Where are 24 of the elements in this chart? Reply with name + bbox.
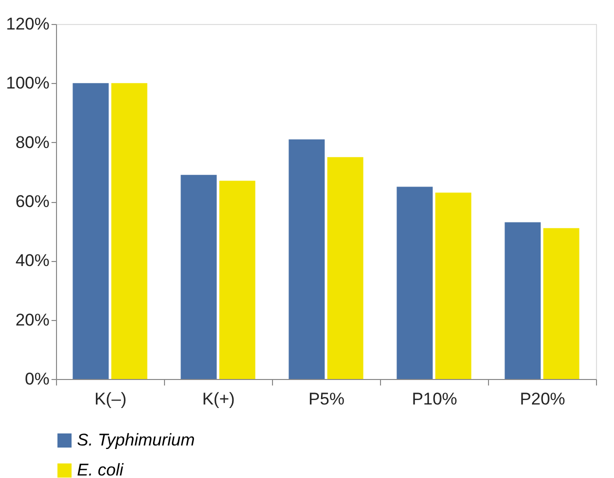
y-tick-label: 0% bbox=[24, 370, 50, 388]
bar bbox=[288, 139, 325, 379]
legend-label: E. coli bbox=[77, 460, 125, 478]
bar bbox=[180, 174, 217, 379]
x-tick-label: K(+) bbox=[202, 390, 235, 408]
bar bbox=[72, 83, 109, 379]
x-tick-label: P5% bbox=[308, 390, 344, 408]
bar bbox=[543, 228, 580, 379]
y-tick-label: 60% bbox=[15, 192, 50, 211]
bar bbox=[435, 192, 472, 379]
x-tick-label: P10% bbox=[412, 390, 458, 408]
bar bbox=[219, 180, 256, 379]
bar bbox=[327, 157, 364, 379]
y-tick-label: 40% bbox=[15, 251, 50, 270]
legend-label: S. Typhimurium bbox=[77, 430, 195, 450]
bar bbox=[396, 186, 433, 379]
bar bbox=[504, 222, 541, 379]
y-tick-label: 80% bbox=[15, 132, 50, 152]
y-tick-label: 120% bbox=[6, 14, 50, 34]
y-tick-label: 100% bbox=[6, 74, 50, 93]
x-tick-label: P20% bbox=[520, 390, 566, 408]
bar bbox=[111, 83, 148, 379]
y-tick-label: 20% bbox=[15, 310, 50, 330]
x-tick-label: K(–) bbox=[94, 390, 127, 408]
